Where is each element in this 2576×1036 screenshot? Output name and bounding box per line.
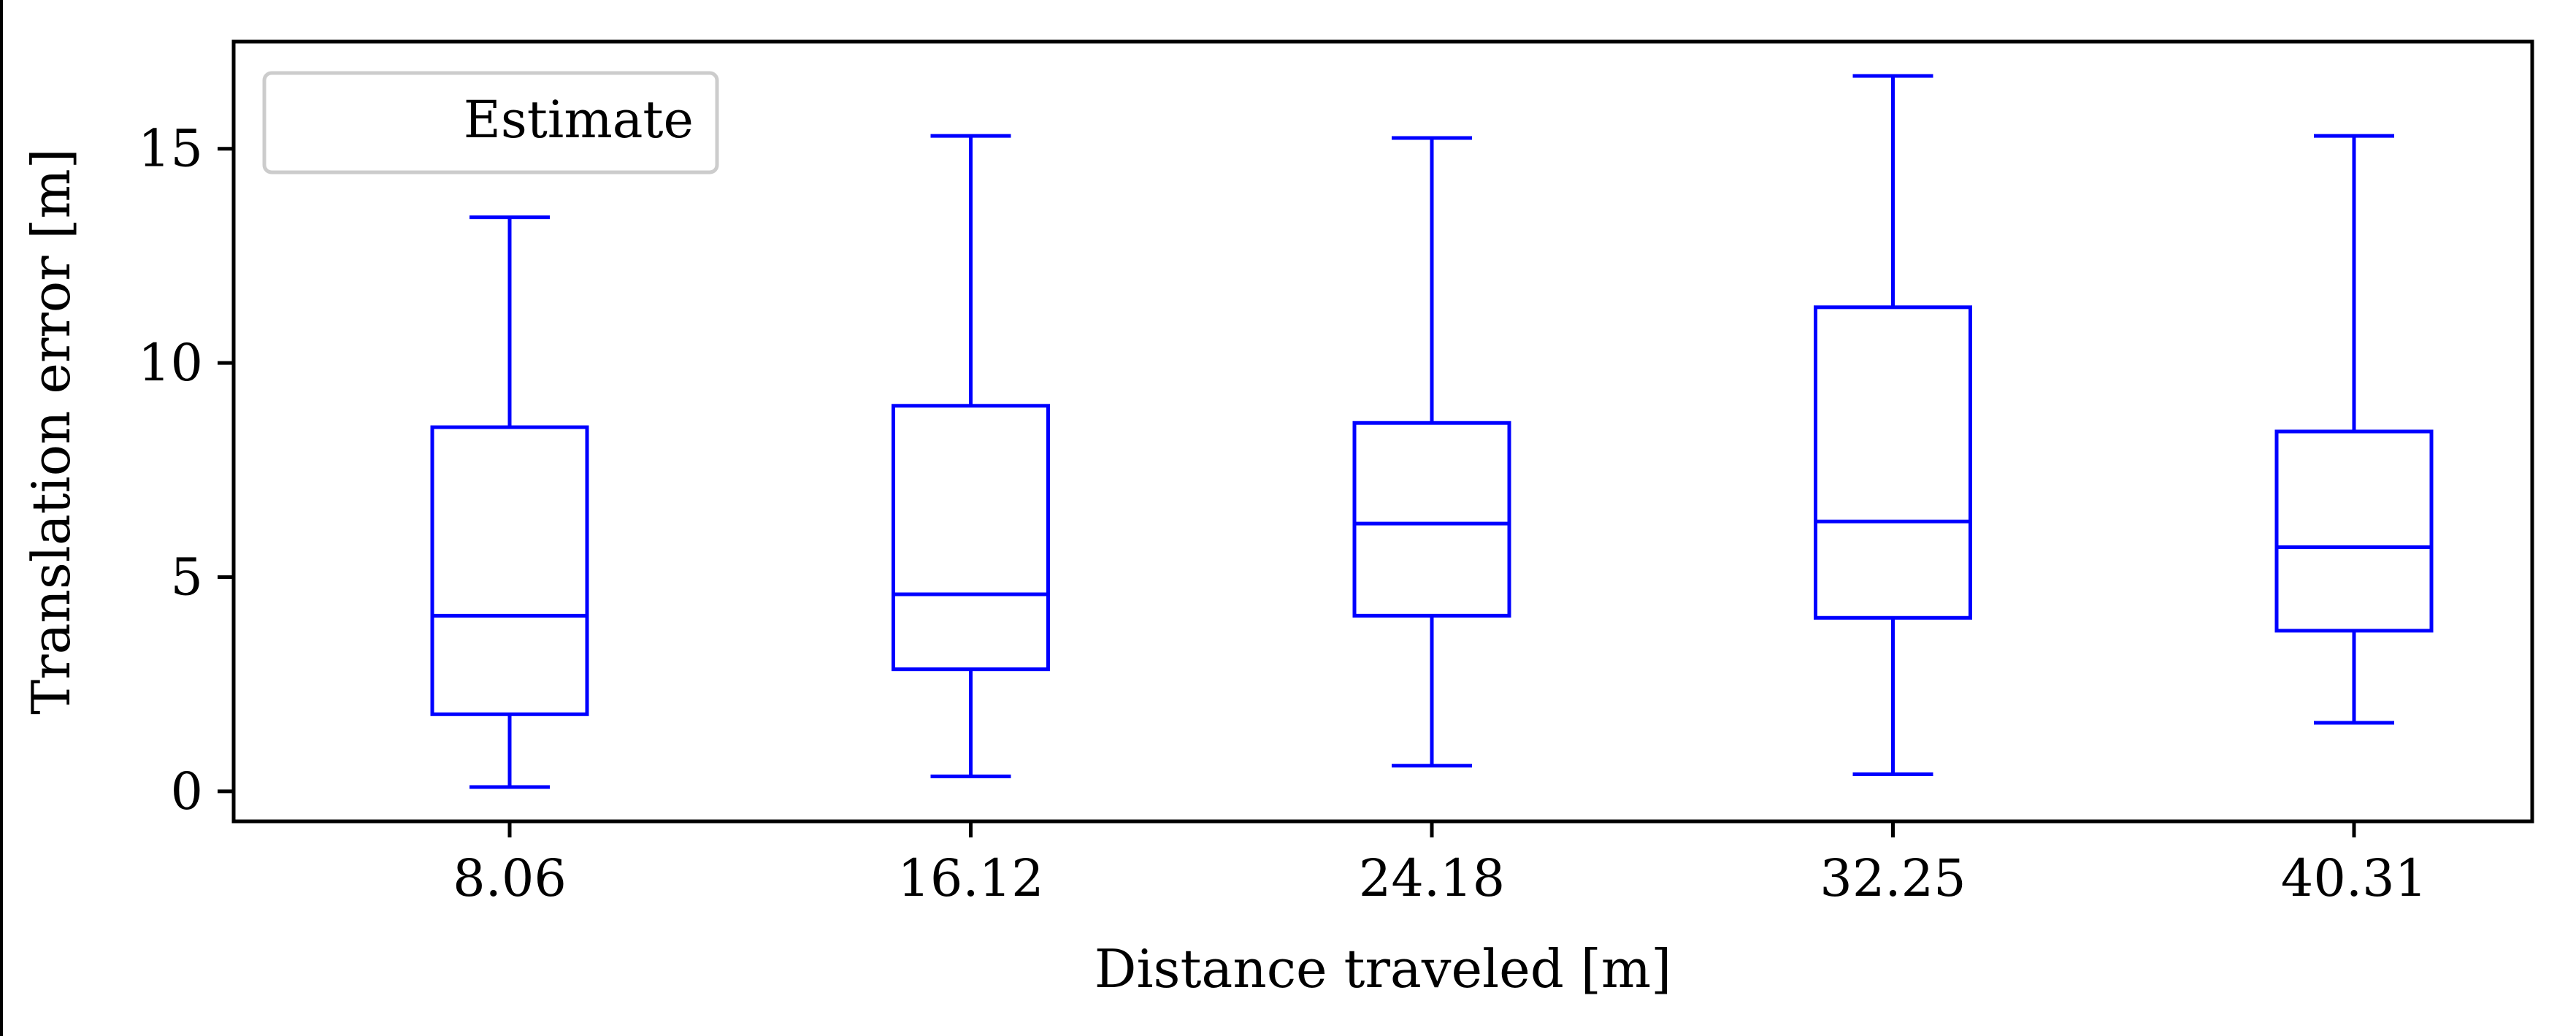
x-axis-label: Distance traveled [m]	[1095, 938, 1671, 999]
y-tick-label: 0	[170, 761, 203, 821]
axes-frame	[231, 39, 2534, 824]
x-tick-label: 8.06	[453, 848, 567, 908]
x-tick-label: 16.12	[897, 848, 1043, 908]
box-iqr	[1352, 421, 1511, 618]
box-iqr	[2274, 429, 2434, 633]
box-iqr	[430, 425, 589, 716]
legend-frame	[262, 71, 719, 174]
box-24.18	[1352, 136, 1511, 768]
box-series	[430, 74, 2434, 789]
x-tick-label: 40.31	[2281, 848, 2427, 908]
x-axis: 8.06 16.12 24.18 32.25 40.31	[453, 821, 2427, 908]
x-tick-label: 32.25	[1820, 848, 1966, 908]
box-8.06	[430, 215, 589, 789]
x-tick-label: 24.18	[1359, 848, 1505, 908]
y-tick-label: 15	[138, 119, 203, 179]
box-40.31	[2274, 134, 2434, 725]
y-axis: 0 5 10 15	[138, 119, 234, 821]
plot-area: 8.06 16.12 24.18 32.25 40.31 0 5 10 15 Estimate…	[20, 39, 2534, 999]
figure-left-border	[0, 0, 3, 1036]
box-iqr	[1814, 305, 1972, 620]
box-16.12	[892, 134, 1050, 778]
box-iqr	[892, 404, 1050, 672]
y-tick-label: 10	[138, 333, 203, 393]
y-axis-label: Translation error [m]	[20, 148, 82, 715]
box-32.25	[1814, 74, 1972, 776]
legend: Estimate	[262, 71, 719, 174]
legend-entry-label: Estimate	[464, 90, 694, 150]
y-tick-label: 5	[170, 548, 203, 607]
